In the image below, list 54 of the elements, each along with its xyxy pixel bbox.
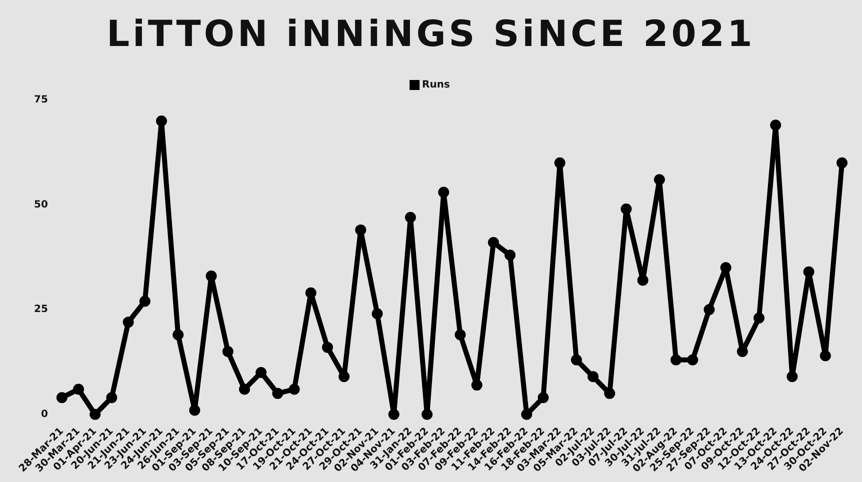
point bbox=[322, 342, 333, 353]
point bbox=[404, 212, 416, 223]
point bbox=[620, 203, 632, 214]
point bbox=[836, 157, 848, 168]
y-tick-label: 50 bbox=[34, 199, 48, 210]
legend-label: Runs bbox=[422, 80, 450, 91]
chart-title: LiTTON iNNiNGS SiNCE 2021 bbox=[106, 14, 756, 55]
point bbox=[754, 312, 765, 324]
point bbox=[422, 408, 433, 420]
y-tick-label: 75 bbox=[34, 94, 48, 106]
point bbox=[454, 329, 466, 340]
y-tick-label: 0 bbox=[40, 408, 48, 420]
point bbox=[438, 186, 450, 198]
point bbox=[305, 287, 316, 298]
point bbox=[222, 346, 234, 358]
point bbox=[172, 329, 184, 340]
point bbox=[670, 354, 682, 366]
point bbox=[471, 380, 482, 391]
point bbox=[637, 274, 648, 286]
point bbox=[820, 350, 831, 362]
point bbox=[604, 388, 616, 399]
point bbox=[139, 296, 150, 307]
point bbox=[521, 408, 532, 420]
point bbox=[288, 384, 300, 395]
point bbox=[504, 250, 516, 261]
point bbox=[90, 408, 101, 420]
point bbox=[654, 174, 665, 186]
point bbox=[720, 262, 732, 274]
point bbox=[355, 224, 366, 236]
point bbox=[770, 120, 782, 131]
point bbox=[156, 115, 167, 126]
point bbox=[554, 157, 566, 168]
point bbox=[687, 354, 698, 366]
point bbox=[106, 392, 118, 404]
point bbox=[338, 371, 350, 382]
point bbox=[570, 354, 582, 366]
point bbox=[704, 304, 715, 316]
point bbox=[122, 316, 134, 328]
point bbox=[56, 392, 68, 404]
point bbox=[538, 392, 549, 404]
point bbox=[73, 384, 84, 395]
point bbox=[206, 270, 217, 282]
point bbox=[786, 371, 798, 382]
point bbox=[238, 384, 250, 395]
point bbox=[388, 408, 400, 420]
y-tick-label: 25 bbox=[34, 304, 48, 316]
point bbox=[189, 404, 200, 416]
point bbox=[272, 388, 284, 399]
point bbox=[488, 237, 499, 248]
point bbox=[803, 266, 814, 278]
point bbox=[588, 371, 599, 382]
point bbox=[256, 366, 267, 378]
point bbox=[372, 308, 383, 320]
point bbox=[736, 346, 748, 358]
